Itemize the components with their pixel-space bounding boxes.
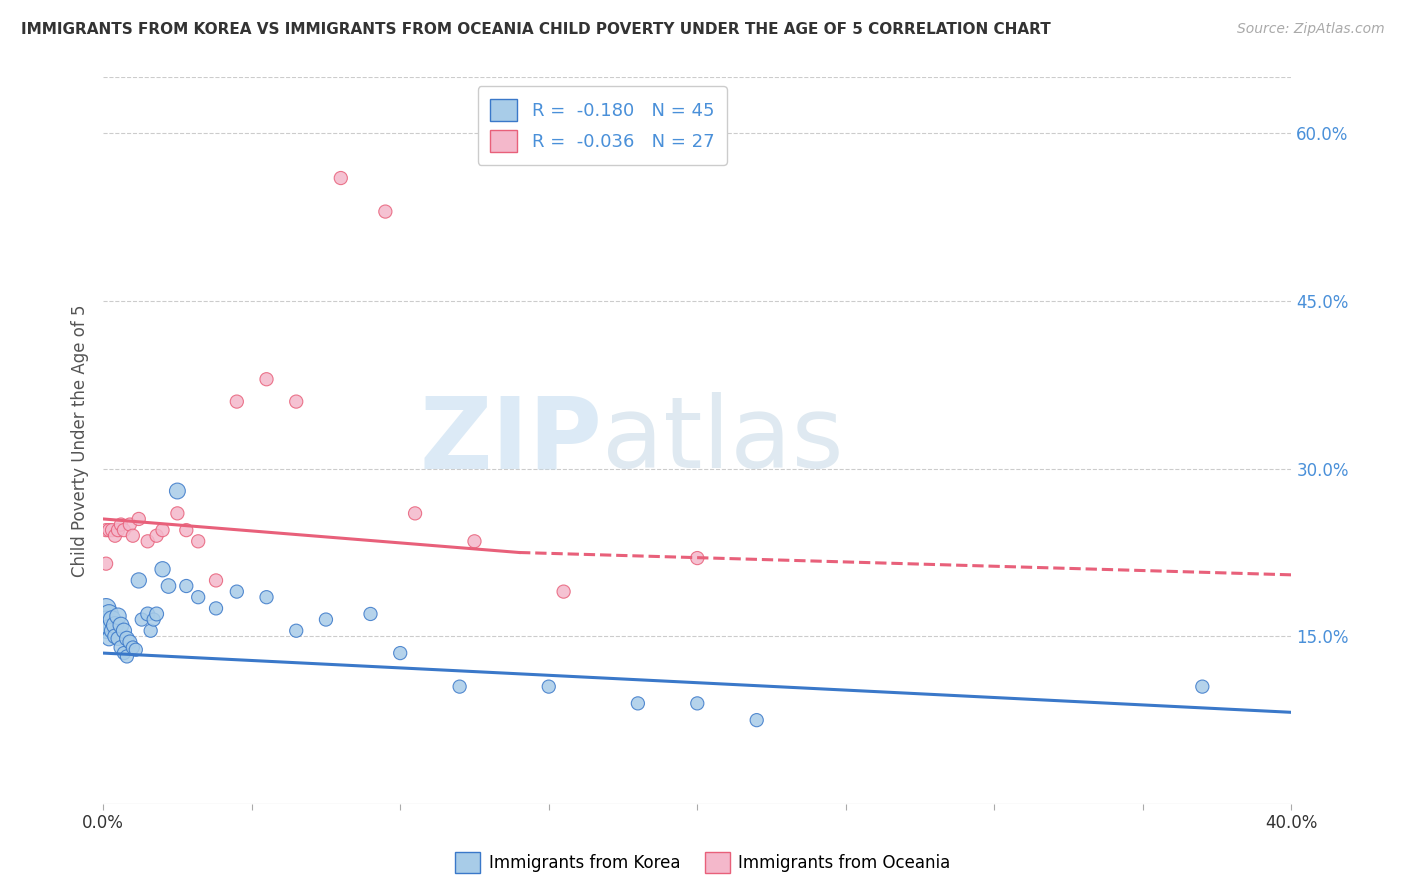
Point — [329, 171, 352, 186]
Point — [145, 607, 167, 621]
Point — [152, 562, 174, 576]
Point — [94, 557, 117, 571]
Point — [686, 697, 709, 711]
Point — [118, 635, 141, 649]
Y-axis label: Child Poverty Under the Age of 5: Child Poverty Under the Age of 5 — [72, 304, 89, 577]
Text: IMMIGRANTS FROM KOREA VS IMMIGRANTS FROM OCEANIA CHILD POVERTY UNDER THE AGE OF : IMMIGRANTS FROM KOREA VS IMMIGRANTS FROM… — [21, 22, 1050, 37]
Point — [256, 591, 278, 605]
Point — [166, 483, 188, 498]
Point — [104, 529, 127, 543]
Point — [389, 646, 412, 660]
Point — [315, 613, 337, 627]
Point — [107, 523, 129, 537]
Point — [112, 624, 135, 638]
Point — [187, 534, 209, 549]
Text: ZIP: ZIP — [419, 392, 602, 489]
Point — [152, 523, 174, 537]
Point — [256, 372, 278, 386]
Point — [104, 618, 127, 632]
Point — [360, 607, 382, 621]
Point — [94, 613, 117, 627]
Point — [104, 629, 127, 643]
Point — [205, 574, 228, 588]
Point — [101, 523, 124, 537]
Point — [745, 713, 768, 727]
Point — [98, 523, 121, 537]
Point — [101, 624, 124, 638]
Point — [136, 607, 159, 621]
Point — [112, 646, 135, 660]
Point — [537, 680, 560, 694]
Point — [110, 517, 132, 532]
Point — [145, 529, 167, 543]
Point — [121, 529, 143, 543]
Point — [110, 618, 132, 632]
Point — [553, 584, 575, 599]
Point — [98, 632, 121, 646]
Point — [101, 613, 124, 627]
Point — [627, 697, 650, 711]
Point — [115, 649, 138, 664]
Point — [110, 640, 132, 655]
Point — [98, 620, 121, 634]
Point — [166, 507, 188, 521]
Point — [94, 624, 117, 638]
Point — [205, 601, 228, 615]
Point — [225, 584, 247, 599]
Point — [142, 613, 165, 627]
Text: atlas: atlas — [602, 392, 844, 489]
Point — [1191, 680, 1213, 694]
Point — [176, 523, 198, 537]
Point — [112, 523, 135, 537]
Point — [225, 394, 247, 409]
Point — [94, 523, 117, 537]
Legend: R =  -0.180   N = 45, R =  -0.036   N = 27: R = -0.180 N = 45, R = -0.036 N = 27 — [478, 87, 727, 165]
Point — [374, 204, 396, 219]
Text: Source: ZipAtlas.com: Source: ZipAtlas.com — [1237, 22, 1385, 37]
Point — [187, 591, 209, 605]
Point — [686, 551, 709, 566]
Point — [285, 624, 308, 638]
Point — [107, 609, 129, 624]
Point — [128, 512, 150, 526]
Point — [98, 607, 121, 621]
Point — [125, 642, 148, 657]
Point — [118, 517, 141, 532]
Point — [107, 632, 129, 646]
Legend: Immigrants from Korea, Immigrants from Oceania: Immigrants from Korea, Immigrants from O… — [449, 846, 957, 880]
Point — [139, 624, 162, 638]
Point — [131, 613, 153, 627]
Point — [449, 680, 471, 694]
Point — [121, 640, 143, 655]
Point — [115, 632, 138, 646]
Point — [94, 601, 117, 615]
Point — [157, 579, 180, 593]
Point — [136, 534, 159, 549]
Point — [463, 534, 485, 549]
Point — [176, 579, 198, 593]
Point — [404, 507, 426, 521]
Point — [285, 394, 308, 409]
Point — [128, 574, 150, 588]
